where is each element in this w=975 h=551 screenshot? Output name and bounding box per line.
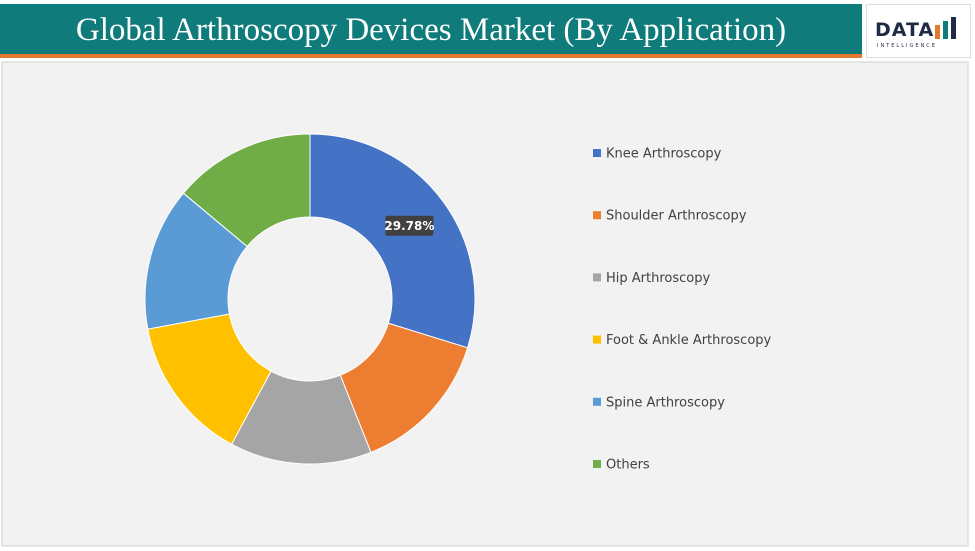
chart-title: Global Arthroscopy Devices Market (By Ap… bbox=[75, 12, 787, 48]
logo-text: DATA bbox=[875, 19, 935, 41]
legend-swatch bbox=[593, 273, 601, 282]
donut-slice bbox=[309, 133, 476, 349]
legend-swatch bbox=[593, 211, 601, 220]
data-label: 29.78% bbox=[384, 219, 434, 233]
legend-label: Shoulder Arthroscopy bbox=[606, 209, 747, 224]
header: Global Arthroscopy Devices Market (By Ap… bbox=[0, 0, 975, 58]
logo: DATA INTELLIGENCE bbox=[866, 4, 971, 58]
legend-label: Hip Arthroscopy bbox=[606, 271, 710, 286]
legend-label: Foot & Ankle Arthroscopy bbox=[606, 333, 772, 348]
legend-swatch bbox=[593, 460, 601, 468]
legend-swatch bbox=[593, 149, 601, 157]
legend-swatch bbox=[593, 335, 601, 344]
legend-label: Knee Arthroscopy bbox=[606, 147, 722, 162]
logo-subtext: INTELLIGENCE bbox=[877, 43, 937, 49]
data-label-background bbox=[385, 215, 434, 236]
legend-swatch bbox=[593, 397, 601, 406]
legend-label: Spine Arthroscopy bbox=[606, 395, 725, 410]
logo-icon bbox=[935, 17, 956, 39]
donut-slice bbox=[182, 133, 311, 248]
title-bar bbox=[0, 4, 862, 58]
legend-label: Others bbox=[606, 458, 650, 473]
